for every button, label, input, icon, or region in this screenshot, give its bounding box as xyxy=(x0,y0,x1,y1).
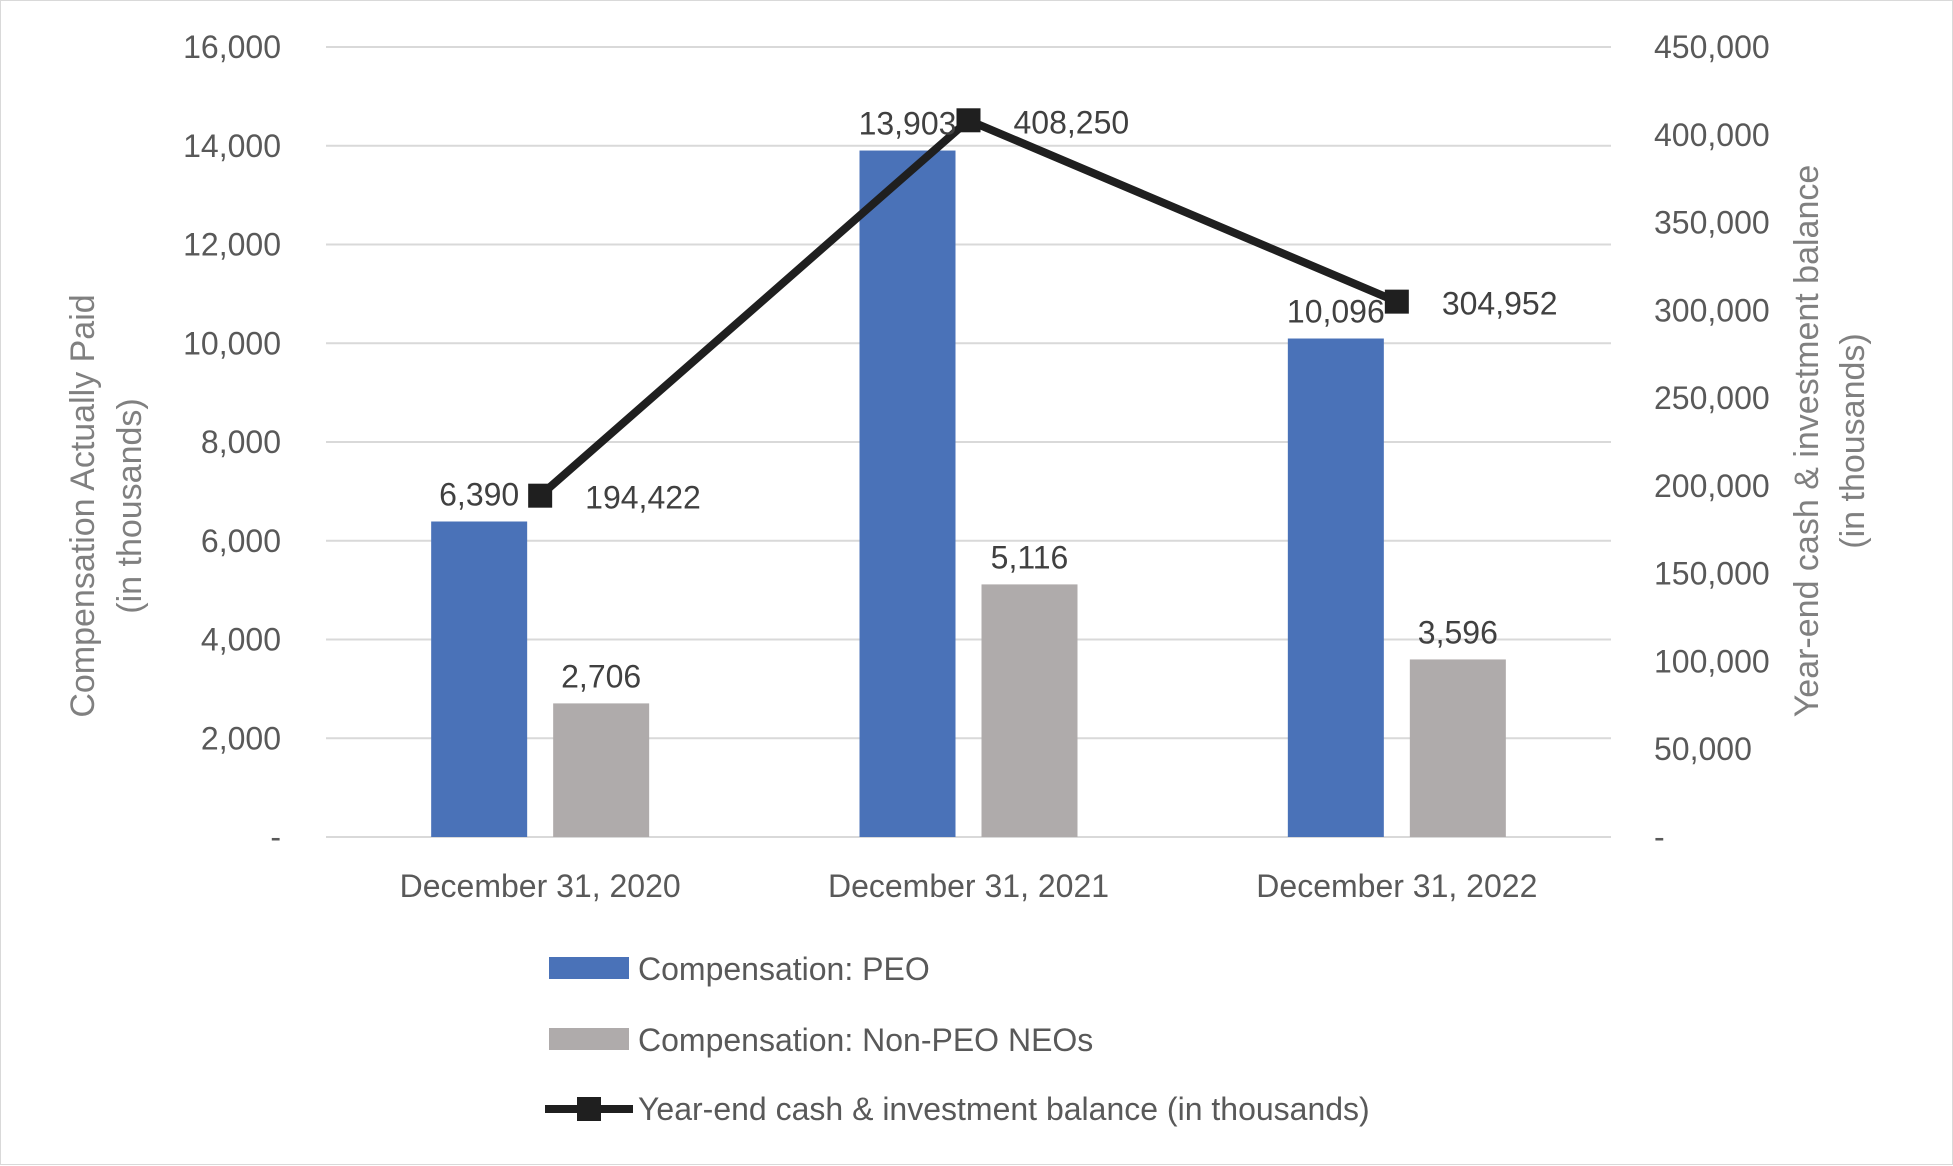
right-tick-label: 450,000 xyxy=(1654,29,1770,65)
category-label: December 31, 2020 xyxy=(400,868,681,904)
left-axis-title-line1: Compensation Actually Paid xyxy=(64,294,102,717)
right-axis-title-line1: Year-end cash & investment balance xyxy=(1788,165,1826,718)
right-tick-label: 300,000 xyxy=(1654,292,1770,328)
data-labels: 6,390 2,706 13,903 5,116 10,096 3,596 194,422 4… xyxy=(439,104,1557,694)
data-label-peo: 13,903 xyxy=(859,106,957,142)
data-label-cash: 304,952 xyxy=(1442,286,1558,322)
cash-balance-marker xyxy=(528,483,553,508)
left-tick-label: 8,000 xyxy=(201,424,281,460)
legend-swatch-non-peo xyxy=(549,1028,629,1050)
data-label-cash: 194,422 xyxy=(585,480,701,516)
right-tick-label: 350,000 xyxy=(1654,205,1770,241)
cash-balance-polyline xyxy=(537,115,1399,499)
legend-swatch-peo xyxy=(549,957,629,979)
legend-marker-cash xyxy=(577,1097,601,1121)
right-axis-title-line2: (in thousands) xyxy=(1834,333,1872,548)
bar-non-peo xyxy=(553,703,650,837)
left-axis-ticks: - 2,000 4,000 6,000 8,000 10,000 12,000 14,000 1… xyxy=(183,29,281,855)
legend-label-non-peo: Compensation: Non-PEO NEOs xyxy=(638,1022,1093,1058)
left-tick-label: 10,000 xyxy=(183,325,281,361)
data-label-peo: 6,390 xyxy=(439,476,519,512)
left-tick-label: 4,000 xyxy=(201,622,281,658)
right-tick-label: 400,000 xyxy=(1654,117,1770,153)
data-label-non-peo: 2,706 xyxy=(561,658,641,694)
legend: Compensation: PEO Compensation: Non-PEO … xyxy=(545,951,1370,1127)
left-tick-label: 2,000 xyxy=(201,720,281,756)
bar-peo xyxy=(1287,338,1384,837)
gridlines xyxy=(326,46,1611,838)
left-tick-label: 12,000 xyxy=(183,227,281,263)
cash-balance-marker xyxy=(1384,289,1409,314)
category-axis-labels: December 31, 2020 December 31, 2021 Decemb… xyxy=(400,868,1538,904)
right-tick-label: 250,000 xyxy=(1654,380,1770,416)
cash-balance-line xyxy=(528,108,1409,508)
bar-peo xyxy=(859,150,956,837)
right-axis-ticks: - 50,000 100,000 150,000 200,000 250,000 300,0… xyxy=(1654,29,1770,855)
left-tick-label: 14,000 xyxy=(183,128,281,164)
left-tick-label: - xyxy=(270,819,281,855)
right-tick-label: 200,000 xyxy=(1654,468,1770,504)
category-label: December 31, 2022 xyxy=(1256,868,1537,904)
bar-peo xyxy=(431,521,528,837)
right-tick-label: 150,000 xyxy=(1654,556,1770,592)
right-tick-label: - xyxy=(1654,819,1665,855)
data-label-peo: 10,096 xyxy=(1287,294,1385,330)
bars xyxy=(431,150,1506,837)
left-axis-title-line2: (in thousands) xyxy=(111,398,149,613)
bar-non-peo xyxy=(981,584,1078,837)
right-tick-label: 50,000 xyxy=(1654,731,1752,767)
left-tick-label: 16,000 xyxy=(183,29,281,65)
legend-label-cash: Year-end cash & investment balance (in t… xyxy=(638,1091,1370,1127)
data-label-cash: 408,250 xyxy=(1014,104,1130,140)
right-tick-label: 100,000 xyxy=(1654,643,1770,679)
data-label-non-peo: 3,596 xyxy=(1418,614,1498,650)
legend-label-peo: Compensation: PEO xyxy=(638,951,930,987)
data-label-non-peo: 5,116 xyxy=(991,539,1069,575)
left-tick-label: 6,000 xyxy=(201,523,281,559)
cash-balance-marker xyxy=(956,108,981,133)
bar-non-peo xyxy=(1409,659,1506,837)
category-label: December 31, 2021 xyxy=(828,868,1109,904)
